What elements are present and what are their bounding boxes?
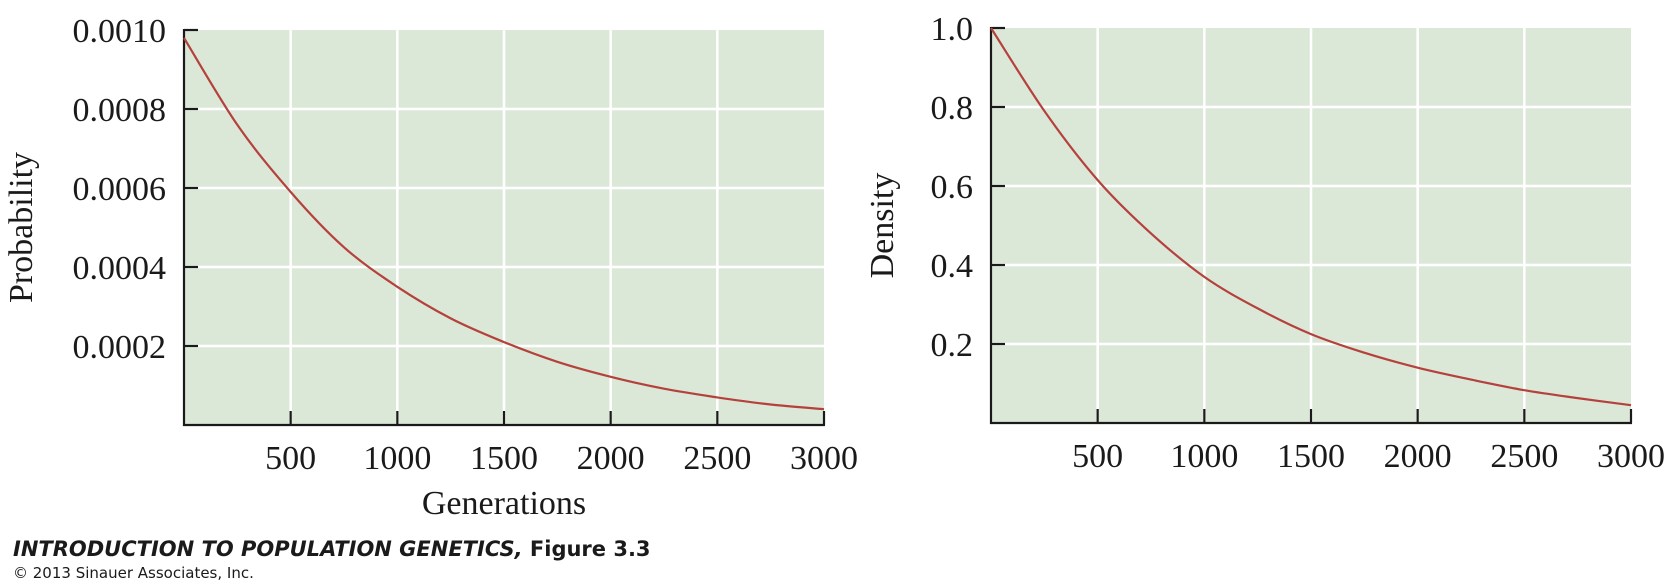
x-tick-label: 3000 [1597, 438, 1665, 475]
y-tick-label: 0.8 [931, 90, 974, 127]
probability-chart: 500 1000 1500 2000 2500 3000 0.0002 0.0004 0.000… [3, 13, 858, 522]
density-chart: 500 1000 1500 2000 2500 3000 0.2 0.4 0.6 0.8 1.0 De… [864, 11, 1665, 475]
x-tick-label: 1000 [363, 440, 431, 477]
y-axis-title: Density [864, 173, 901, 279]
series-line [183, 37, 825, 411]
x-tick-label: 2000 [577, 440, 645, 477]
y-axis-title: Probability [3, 152, 40, 303]
x-tick-label: 500 [1072, 438, 1123, 475]
y-tick-label: 0.4 [931, 248, 974, 285]
x-tick-label: 1500 [470, 440, 538, 477]
x-tick-label: 1000 [1170, 438, 1238, 475]
y-tick-label: 0.0002 [73, 329, 167, 366]
x-axis-title: Generations [422, 485, 586, 522]
y-tick-label: 0.2 [931, 327, 974, 364]
x-tick-label: 500 [265, 440, 316, 477]
x-tick-label: 3000 [790, 440, 858, 477]
y-tick-label: 0.0006 [73, 171, 167, 208]
y-tick-label: 0.0004 [73, 250, 167, 287]
y-tick-label: 0.0010 [73, 13, 167, 50]
copyright-notice: © 2013 Sinauer Associates, Inc. [13, 564, 254, 582]
x-tick-label: 2500 [1490, 438, 1558, 475]
y-tick-label: 0.0008 [73, 92, 167, 129]
book-title: INTRODUCTION TO POPULATION GENETICS, [13, 537, 523, 561]
x-tick-label: 2000 [1384, 438, 1452, 475]
y-tick-label: 1.0 [931, 11, 974, 48]
figure-number: Figure 3.3 [522, 537, 651, 561]
x-tick-label: 2500 [683, 440, 751, 477]
x-tick-label: 1500 [1277, 438, 1345, 475]
figure-caption: INTRODUCTION TO POPULATION GENETICS, Fig… [13, 537, 651, 561]
series-line [990, 27, 1632, 407]
y-tick-label: 0.6 [931, 169, 974, 206]
